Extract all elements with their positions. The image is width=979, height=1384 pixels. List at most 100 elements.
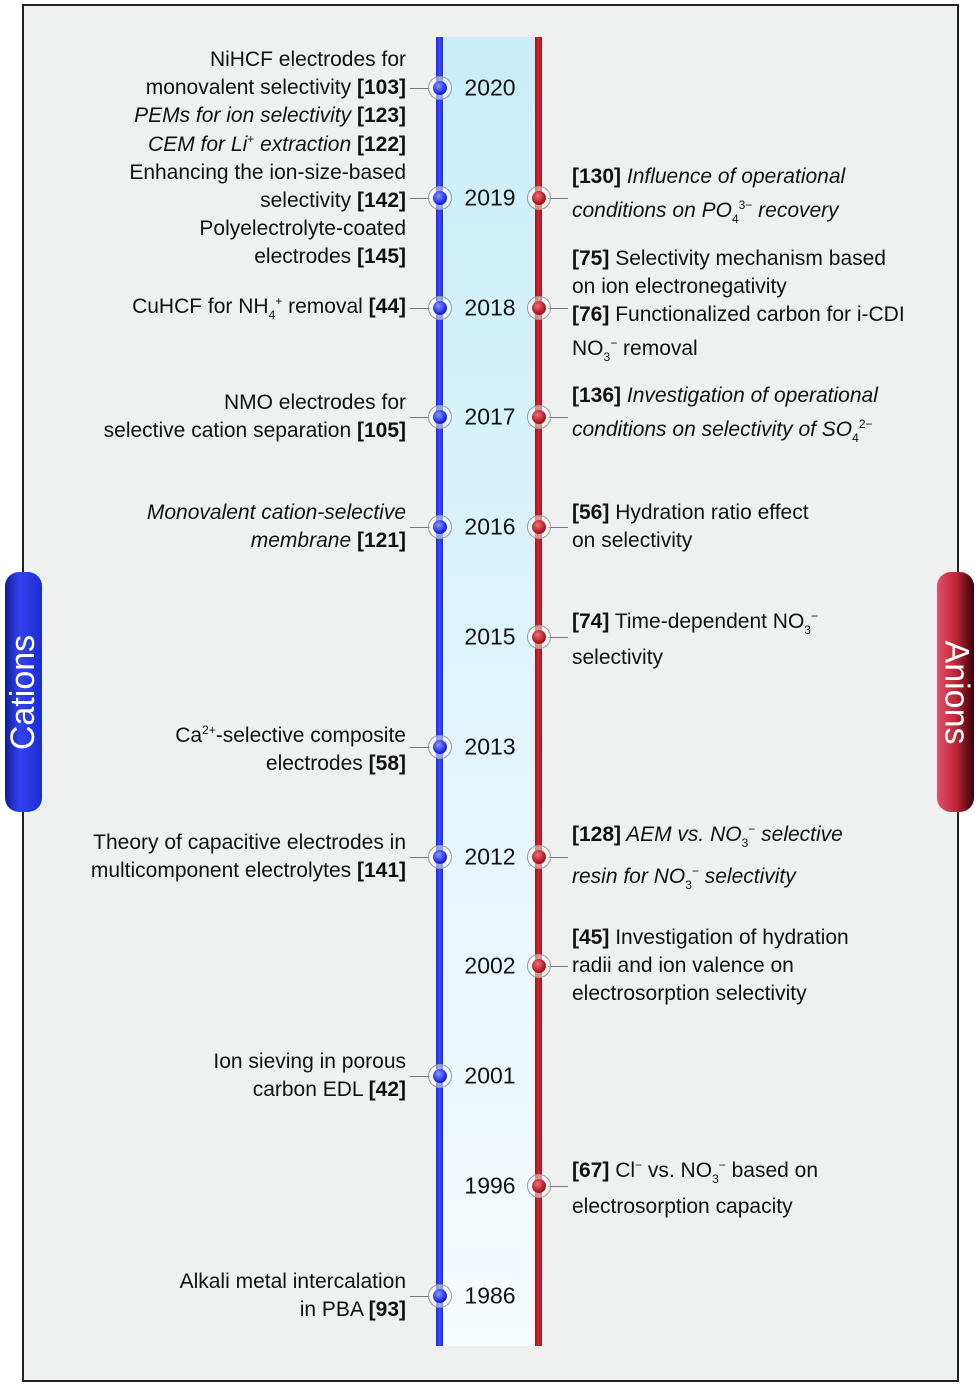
text-segment: Theory of capacitive electrodes in <box>93 830 406 854</box>
text-segment: 3− <box>738 197 753 212</box>
text-segment: in PBA <box>299 1297 369 1321</box>
anion-marker-dot <box>527 185 551 210</box>
text-segment: [136] <box>572 384 622 408</box>
cation-marker-dot <box>428 76 452 100</box>
year-label: 2013 <box>464 733 516 760</box>
text-segment: − <box>718 1158 726 1172</box>
text-segment: monovalent selectivity <box>145 76 357 99</box>
year-label: 2012 <box>464 843 516 870</box>
text-segment: CEM for Li <box>148 132 248 156</box>
connector-line <box>410 527 430 529</box>
text-segment: 4 <box>852 431 859 446</box>
connector-line <box>548 1186 568 1187</box>
text-segment: + <box>247 131 255 146</box>
connector-line <box>548 417 568 419</box>
text-segment: [76] <box>572 302 610 326</box>
year-label: 2015 <box>464 623 516 650</box>
cation-marker-dot <box>428 1283 452 1308</box>
text-segment: 2+ <box>202 722 216 737</box>
cations-tab: Cations <box>4 572 42 812</box>
text-segment: Ca <box>175 723 203 747</box>
milestone-line: in PBA [93] <box>180 1296 406 1324</box>
text-segment: conditions on PO <box>572 198 732 222</box>
text-segment: 4 <box>268 307 276 322</box>
text-segment: Selectivity mechanism based <box>609 246 886 270</box>
cation-milestone: Monovalent cation-selective membrane [121… <box>147 499 406 555</box>
anion-marker-dot <box>527 954 551 979</box>
text-segment: Polyelectrolyte-coated <box>199 216 406 240</box>
text-segment: [67] <box>572 1159 610 1182</box>
text-segment: [141] <box>356 858 406 882</box>
text-segment: − <box>810 609 818 623</box>
milestone-line: [136] Investigation of operational <box>572 382 878 410</box>
text-segment: 3 <box>603 349 611 364</box>
text-segment: Investigation of operational <box>621 384 878 408</box>
milestone-line: CEM for Li+ extraction [122] <box>129 125 406 159</box>
text-segment: multicomponent electrolytes <box>90 858 357 882</box>
anions-tab: Anions <box>937 572 975 812</box>
text-segment: selectivity <box>572 646 664 669</box>
milestone-line: selectivity [142] <box>129 187 406 215</box>
connector-line <box>410 746 430 748</box>
text-segment: based on <box>725 1159 819 1182</box>
text-segment: electrosorption capacity <box>572 1195 793 1218</box>
milestone-line: PEMs for ion selectivity [123] <box>134 102 406 130</box>
year-label: 2016 <box>464 513 516 540</box>
text-segment: electrodes <box>254 244 357 268</box>
anion-milestone: [136] Investigation of operational condit… <box>572 382 878 452</box>
text-segment: 3 <box>741 835 749 850</box>
text-segment: Alkali metal intercalation <box>179 1269 406 1293</box>
text-segment: [93] <box>368 1297 406 1321</box>
year-label: 1986 <box>464 1282 516 1309</box>
year-label: 2018 <box>464 294 516 321</box>
year-label: 2017 <box>464 403 516 430</box>
anion-milestone: [45] Investigation of hydration radii and… <box>572 924 849 1008</box>
connector-line <box>410 856 430 858</box>
cation-marker-dot <box>428 405 452 430</box>
connector-line <box>548 637 568 638</box>
milestone-line: Alkali metal intercalation <box>180 1268 406 1296</box>
milestone-line: [128] AEM vs. NO3− selective <box>572 815 843 857</box>
text-segment: [130] <box>572 164 622 188</box>
text-segment: selectivity <box>698 864 796 888</box>
milestone-line: on selectivity <box>572 527 809 555</box>
anion-milestone: [56] Hydration ratio effect on selectivit… <box>572 499 809 555</box>
cation-marker-dot <box>428 185 452 210</box>
anions-label: Anions <box>937 640 975 744</box>
connector-line <box>410 1076 430 1078</box>
text-segment: Monovalent cation-selective <box>146 501 406 525</box>
text-segment: on selectivity <box>572 529 693 553</box>
text-segment: Cl <box>609 1159 636 1182</box>
text-segment: 2− <box>858 417 873 432</box>
text-segment: Time-dependent NO <box>609 610 805 633</box>
milestone-line: NiHCF electrodes for <box>134 46 406 74</box>
text-segment: [123] <box>356 104 406 127</box>
text-segment: − <box>691 863 699 878</box>
year-label: 2020 <box>464 74 516 101</box>
text-segment: recovery <box>752 198 839 222</box>
cation-marker-dot <box>428 734 452 759</box>
connector-line <box>410 88 430 89</box>
milestone-line: electrosorption capacity <box>572 1193 818 1221</box>
text-segment: PEMs for ion selectivity <box>134 104 357 127</box>
milestone-line: CuHCF for NH4+ removal [44] <box>132 287 406 329</box>
anion-marker-dot <box>527 295 551 320</box>
text-segment: [74] <box>572 610 610 633</box>
milestone-line: Theory of capacitive electrodes in <box>91 829 406 857</box>
text-segment: -selective composite <box>215 723 406 747</box>
cation-milestone: Alkali metal intercalation in PBA [93] <box>180 1268 406 1324</box>
anion-milestone: [67] Cl− vs. NO3− based on electrosorptio… <box>572 1151 818 1221</box>
milestone-line: [56] Hydration ratio effect <box>572 499 809 527</box>
anions-timeline-line <box>535 37 542 1346</box>
text-segment: Hydration ratio effect <box>609 501 809 525</box>
text-segment: Investigation of hydration <box>609 926 849 950</box>
text-segment: radii and ion valence on <box>572 954 794 978</box>
cation-milestone: Ca2+-selective composite electrodes [58] <box>175 716 406 778</box>
cations-label: Cations <box>4 634 42 750</box>
milestone-line: electrodes [58] <box>175 750 406 778</box>
anion-marker-dot <box>527 844 551 869</box>
text-segment: − <box>610 335 618 350</box>
milestone-line: NO3− removal <box>572 329 905 371</box>
text-segment: AEM vs. NO <box>621 822 742 846</box>
connector-line <box>410 197 430 199</box>
